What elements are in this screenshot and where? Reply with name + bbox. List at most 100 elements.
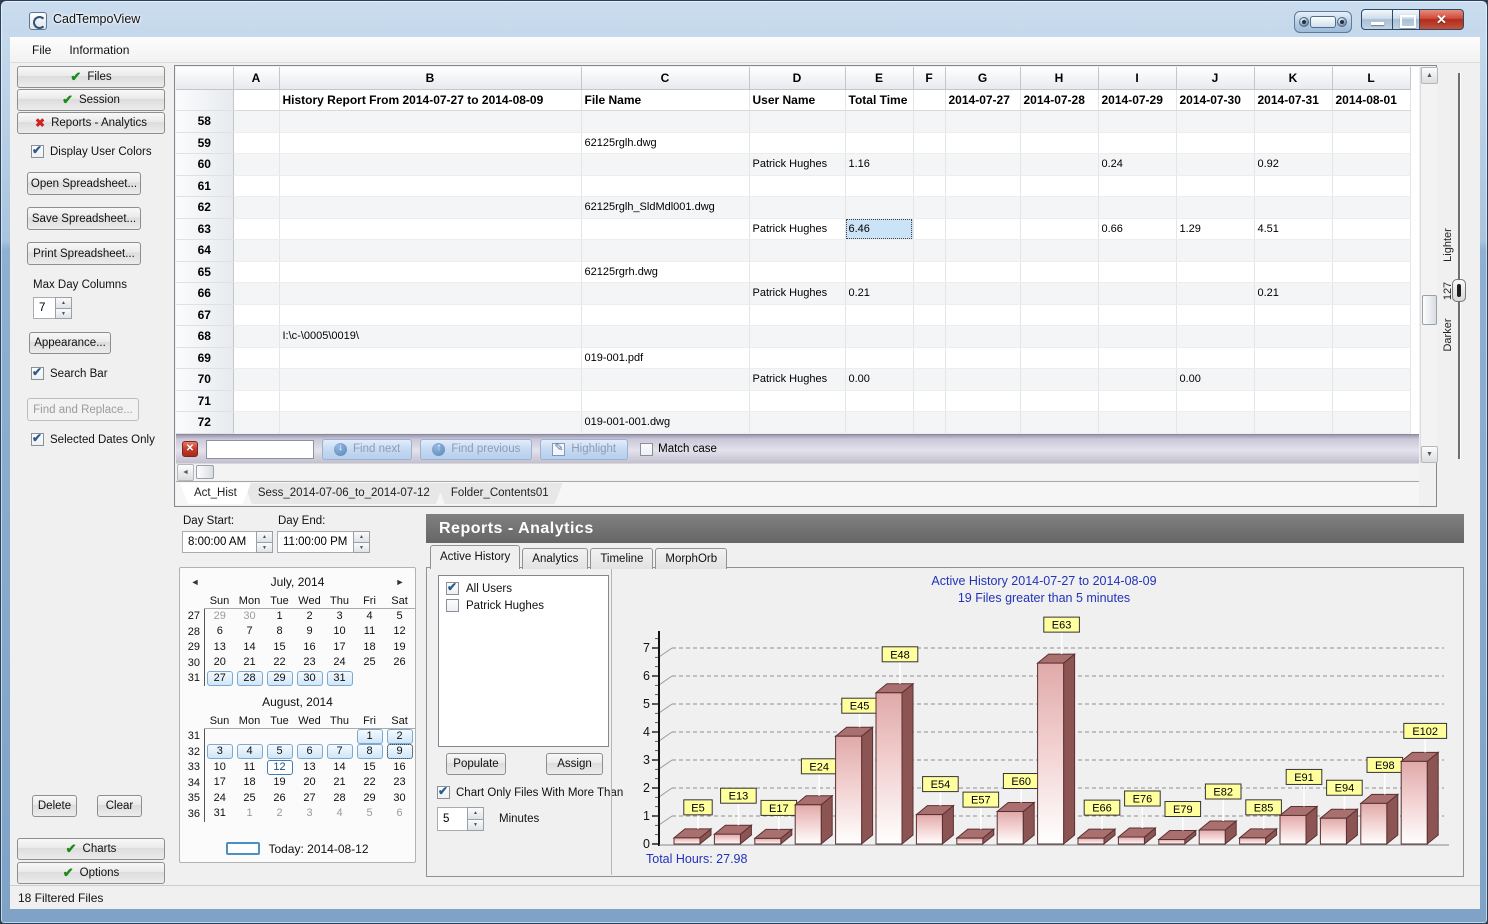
grid-cell[interactable] [581, 368, 750, 391]
calendar-day[interactable]: 6 [216, 625, 223, 638]
grid-cell[interactable] [1098, 132, 1177, 154]
calendar-day[interactable]: 3 [306, 807, 313, 820]
maximize-button[interactable] [1393, 9, 1420, 30]
grid-cell[interactable] [1176, 110, 1255, 133]
gadget-knob-right[interactable] [1337, 17, 1347, 27]
grid-cell[interactable] [1254, 196, 1333, 219]
day-end-value[interactable]: 11:00:00 PM [277, 531, 353, 553]
checkbox[interactable] [446, 580, 459, 595]
grid-cell[interactable] [279, 239, 582, 262]
row-header-60[interactable]: 60 [176, 153, 234, 176]
grid-cell[interactable] [233, 411, 280, 434]
calendar-day[interactable]: 9 [385, 744, 415, 760]
grid-cell[interactable] [279, 218, 582, 240]
grid-cell[interactable] [1332, 347, 1411, 369]
grid-cell[interactable] [1254, 390, 1333, 412]
row-header-61[interactable]: 61 [176, 175, 234, 197]
grid-cell[interactable] [749, 347, 846, 369]
grid-cell[interactable]: 1.16 [845, 153, 914, 176]
menu-information[interactable]: Information [69, 42, 130, 57]
open-spreadsheet-button[interactable]: Open Spreadsheet... [27, 172, 141, 195]
grid-cell[interactable] [1332, 368, 1411, 391]
calendar-day[interactable]: 18 [243, 776, 256, 789]
spin-down-icon[interactable] [467, 819, 484, 831]
grid-cell[interactable] [945, 304, 1021, 326]
close-search-icon[interactable] [182, 441, 198, 457]
calendar-day[interactable]: 3 [336, 610, 343, 622]
column-header-B[interactable]: B [278, 67, 582, 90]
calendar-day[interactable]: 21 [243, 656, 256, 669]
calendar-day[interactable]: 25 [243, 791, 256, 804]
grid-cell[interactable]: 62125rglh_SldMdl001.dwg [581, 196, 750, 219]
scrollbar-thumb[interactable] [196, 465, 214, 479]
grid-cell[interactable] [1098, 175, 1177, 197]
grid-cell[interactable] [945, 390, 1021, 412]
calendar-day[interactable]: 24 [213, 791, 226, 804]
grid-cell[interactable] [913, 347, 946, 369]
grid-cell[interactable] [1254, 304, 1333, 326]
calendar-day[interactable]: 4 [336, 807, 343, 820]
grid-cell[interactable] [233, 239, 280, 262]
grid-cell[interactable]: Total Time [845, 89, 914, 111]
grid-cell[interactable] [913, 153, 946, 176]
grid-cell[interactable] [1020, 196, 1099, 219]
grid-cell[interactable] [1332, 175, 1411, 197]
row-header-62[interactable]: 62 [176, 196, 234, 219]
checkbox[interactable] [31, 143, 44, 158]
vertical-scrollbar[interactable] [1420, 67, 1438, 463]
user-list-item[interactable]: All Users [441, 580, 606, 597]
grid-cell[interactable] [1176, 325, 1255, 348]
checkbox[interactable] [31, 365, 44, 380]
grid-cell[interactable]: Patrick Hughes [749, 368, 846, 391]
grid-cell[interactable] [913, 89, 946, 111]
row-header-title[interactable] [176, 89, 234, 111]
grid-cell[interactable] [1020, 218, 1099, 240]
row-header-63[interactable]: 63 [176, 218, 234, 240]
chart-only-files-checkbox[interactable]: Chart Only Files With More Than [437, 784, 623, 799]
grid-cell[interactable]: 019-001.pdf [581, 347, 750, 369]
grid-cell[interactable] [1020, 304, 1099, 326]
row-header-64[interactable]: 64 [176, 239, 234, 262]
calendar-day[interactable]: 1 [355, 729, 385, 744]
prev-month-icon[interactable]: ◄ [190, 577, 200, 587]
grid-cell[interactable] [233, 261, 280, 283]
grid-cell[interactable] [1176, 196, 1255, 219]
grid-cell[interactable] [233, 132, 280, 154]
calendar-day[interactable]: 8 [355, 744, 385, 760]
grid-cell[interactable] [581, 304, 750, 326]
grid-cell[interactable] [1332, 411, 1411, 434]
grid-cell[interactable] [845, 110, 914, 133]
grid-cell[interactable] [913, 132, 946, 154]
grid-cell[interactable]: 2014-08-01 [1332, 89, 1411, 111]
grid-cell[interactable] [1098, 325, 1177, 348]
calendar-day[interactable]: 26 [273, 791, 286, 804]
calendar-day[interactable]: 16 [303, 640, 316, 653]
grid-cell[interactable] [581, 239, 750, 262]
grid-cell[interactable] [1020, 132, 1099, 154]
calendar-day[interactable]: 25 [363, 656, 376, 669]
calendar-day[interactable]: 10 [213, 760, 226, 773]
grid-cell[interactable] [1332, 132, 1411, 154]
grid-cell[interactable] [581, 390, 750, 412]
calendar-day[interactable]: 27 [303, 791, 316, 804]
display-user-colors-checkbox[interactable]: Display User Colors [31, 143, 152, 158]
grid-cell[interactable] [845, 261, 914, 283]
calendar-day[interactable]: 30 [243, 610, 256, 622]
grid-cell[interactable] [749, 110, 846, 133]
grid-cell[interactable] [1098, 196, 1177, 219]
grid-cell[interactable]: 1.29 [1176, 218, 1255, 240]
calendar-day[interactable]: 23 [303, 656, 316, 669]
grid-cell[interactable] [945, 325, 1021, 348]
column-header-H[interactable]: H [1019, 67, 1099, 90]
grid-cell[interactable] [1098, 347, 1177, 369]
grid-cell[interactable]: User Name [749, 89, 846, 111]
grid-cell[interactable] [913, 110, 946, 133]
calendar-day[interactable]: 13 [303, 760, 316, 773]
grid-cell[interactable] [749, 239, 846, 262]
grid-cell[interactable] [581, 153, 750, 176]
column-header-L[interactable]: L [1331, 67, 1411, 90]
column-header-I[interactable]: I [1097, 67, 1177, 90]
grid-cell[interactable]: Patrick Hughes [749, 218, 846, 240]
grid-cell[interactable] [279, 304, 582, 326]
calendar-day[interactable]: 19 [393, 640, 406, 653]
